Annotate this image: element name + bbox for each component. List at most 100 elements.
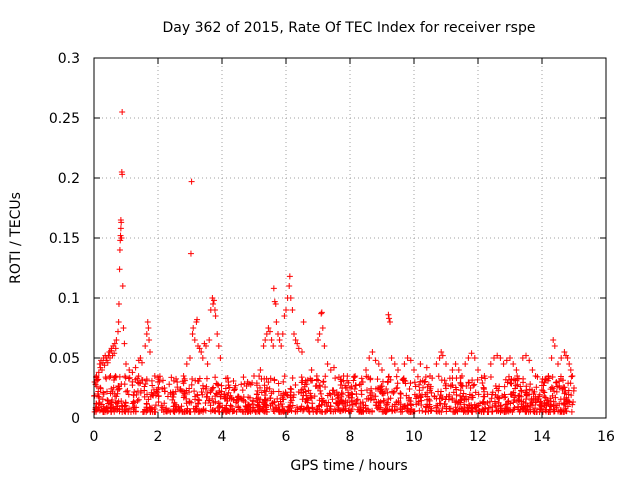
data-point	[199, 391, 206, 398]
data-point	[183, 361, 190, 367]
data-point	[457, 380, 464, 387]
data-point	[299, 377, 306, 384]
data-point	[212, 313, 219, 319]
data-point	[258, 375, 265, 382]
data-point	[469, 408, 476, 415]
data-point	[152, 408, 159, 415]
data-point	[189, 375, 196, 382]
data-point	[100, 408, 107, 415]
data-point	[550, 337, 557, 343]
data-point	[225, 379, 232, 385]
data-point	[352, 382, 359, 389]
data-point	[453, 386, 460, 393]
data-point	[349, 391, 356, 398]
data-point	[302, 381, 309, 388]
data-point	[545, 373, 552, 379]
data-point	[327, 367, 334, 373]
data-point	[316, 331, 323, 337]
data-point	[305, 405, 312, 412]
data-point	[484, 391, 491, 398]
data-point	[274, 395, 281, 402]
data-point	[287, 405, 294, 412]
data-point	[455, 367, 462, 373]
data-point	[569, 373, 576, 379]
data-point	[385, 311, 392, 318]
data-point	[171, 403, 178, 410]
data-point	[285, 403, 292, 410]
data-point	[542, 394, 549, 401]
data-point	[135, 373, 142, 380]
data-point	[267, 395, 274, 402]
data-point	[313, 406, 320, 413]
data-point	[188, 178, 195, 185]
data-point	[166, 407, 173, 414]
data-point	[318, 309, 325, 316]
data-point	[321, 399, 328, 406]
data-point	[211, 307, 218, 313]
data-point	[358, 375, 365, 382]
data-point	[321, 343, 328, 349]
data-point	[479, 399, 486, 406]
data-point	[561, 349, 568, 355]
data-point	[277, 398, 284, 405]
data-point	[298, 374, 305, 381]
data-point	[110, 384, 117, 391]
data-point	[317, 390, 324, 397]
data-point	[126, 405, 133, 412]
data-point	[217, 355, 224, 361]
data-point	[292, 337, 299, 343]
data-point	[225, 389, 232, 396]
data-point	[493, 385, 500, 392]
data-point	[308, 367, 315, 373]
data-point	[237, 407, 244, 414]
data-point	[95, 404, 102, 411]
data-point	[137, 355, 144, 361]
data-point	[413, 395, 420, 402]
data-point	[281, 373, 288, 380]
data-point	[298, 403, 305, 410]
data-point	[342, 402, 349, 409]
data-point	[318, 401, 325, 408]
data-point	[141, 393, 148, 400]
data-point	[523, 352, 529, 359]
data-point	[457, 387, 464, 394]
data-point	[351, 374, 358, 381]
data-point	[435, 388, 442, 395]
data-point	[292, 382, 299, 389]
data-point	[468, 402, 475, 409]
data-point	[168, 374, 175, 381]
data-point	[333, 400, 340, 407]
data-point	[129, 378, 136, 385]
data-point	[129, 369, 136, 376]
data-point	[217, 402, 224, 409]
data-point	[101, 362, 108, 369]
data-point	[555, 361, 561, 367]
data-point	[266, 385, 273, 392]
data-point	[374, 405, 381, 412]
data-point	[118, 219, 125, 226]
data-point	[559, 386, 566, 393]
data-point	[148, 377, 155, 384]
data-point	[203, 375, 210, 382]
data-point	[497, 403, 504, 410]
data-point	[553, 404, 560, 411]
data-point	[457, 399, 464, 406]
data-point	[288, 386, 295, 393]
data-point	[187, 355, 193, 361]
data-point	[427, 373, 433, 379]
data-point	[453, 398, 460, 405]
data-point	[112, 345, 119, 352]
data-point	[116, 385, 123, 392]
data-point	[141, 383, 148, 390]
data-point	[465, 379, 472, 386]
data-point	[340, 406, 347, 413]
data-point	[212, 374, 219, 381]
data-point	[517, 407, 524, 414]
data-point	[262, 396, 269, 403]
data-point	[381, 408, 388, 415]
data-point	[263, 331, 270, 337]
data-point	[418, 401, 425, 408]
data-point	[111, 350, 118, 357]
data-point	[151, 373, 158, 379]
data-point	[399, 406, 406, 413]
